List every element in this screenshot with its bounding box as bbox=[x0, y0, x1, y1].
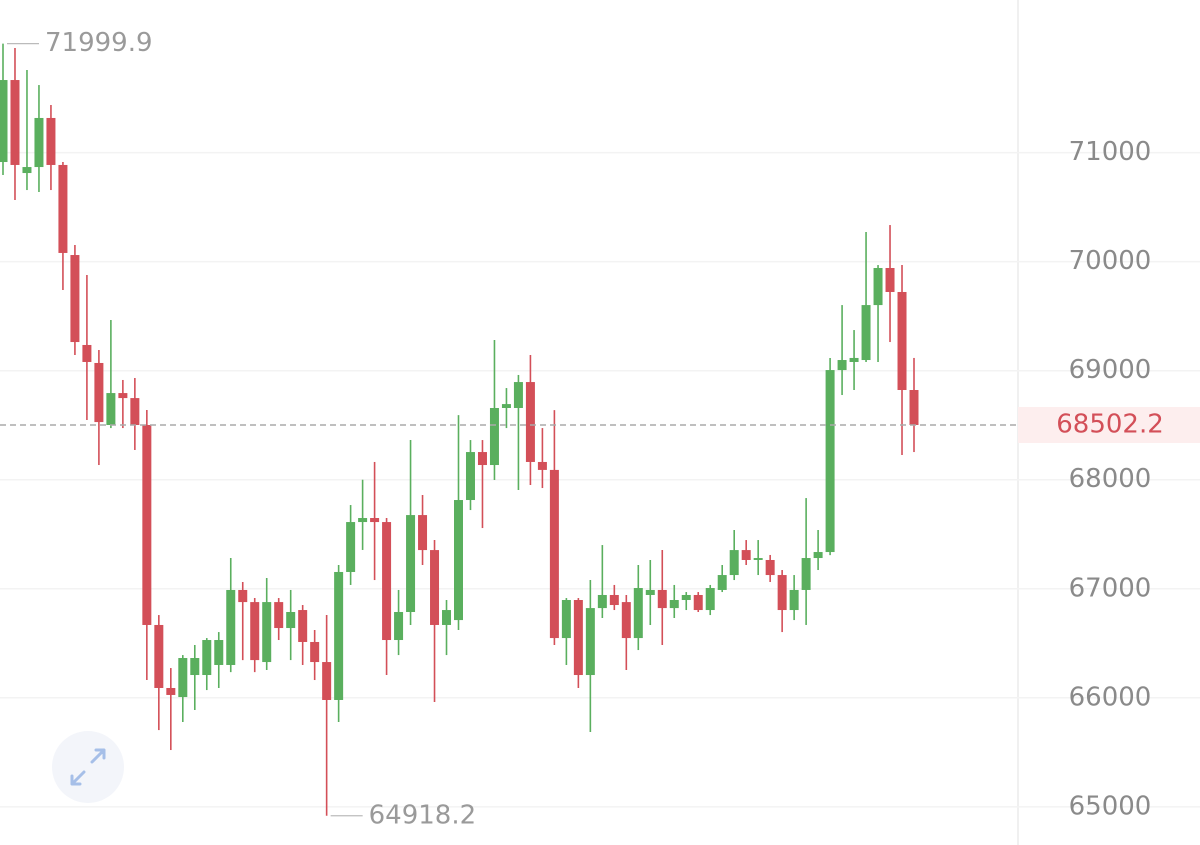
candle-body bbox=[10, 80, 20, 165]
candle-body bbox=[669, 600, 679, 609]
candle-body bbox=[178, 658, 188, 698]
candle-body bbox=[477, 452, 487, 466]
candle-body bbox=[729, 550, 739, 576]
candle-body bbox=[765, 559, 775, 576]
candle-body bbox=[825, 370, 835, 553]
candle-body bbox=[106, 393, 116, 426]
candle-body bbox=[82, 344, 92, 362]
candle-body bbox=[358, 518, 368, 523]
candle-body bbox=[286, 611, 296, 629]
candle-body bbox=[0, 80, 8, 163]
candle-body bbox=[154, 624, 164, 688]
last-price-bg bbox=[1018, 406, 1200, 443]
candle-body bbox=[406, 515, 416, 612]
candle-body bbox=[549, 469, 559, 639]
candle-body bbox=[585, 608, 595, 676]
candle-body bbox=[382, 522, 392, 641]
candle-body bbox=[525, 382, 535, 462]
candle-body bbox=[465, 452, 475, 501]
expand-icon[interactable] bbox=[70, 748, 106, 786]
candle-body bbox=[142, 425, 152, 625]
expand-button[interactable] bbox=[52, 731, 124, 803]
candle-body bbox=[633, 588, 643, 639]
candle-body bbox=[657, 589, 667, 609]
candle-body bbox=[442, 610, 452, 625]
candle-body bbox=[226, 589, 236, 665]
candle-body bbox=[753, 558, 763, 560]
candle-body bbox=[645, 589, 655, 595]
candle-body bbox=[813, 552, 823, 559]
candle-body bbox=[909, 390, 919, 425]
candle-body bbox=[274, 602, 284, 629]
candle-body bbox=[693, 594, 703, 611]
y-tick-label: 69000 bbox=[1069, 355, 1152, 385]
candle-body bbox=[513, 382, 523, 408]
candle-body bbox=[454, 500, 463, 621]
candle-body bbox=[597, 594, 607, 609]
candle-body bbox=[58, 164, 68, 253]
min-label: 64918.2 bbox=[369, 800, 477, 830]
candle-body bbox=[777, 575, 787, 611]
candle-body bbox=[609, 594, 619, 606]
candle-body bbox=[118, 393, 128, 399]
candle-body bbox=[34, 117, 44, 168]
candle-body bbox=[334, 571, 344, 700]
y-tick-label: 70000 bbox=[1069, 246, 1152, 276]
candle-body bbox=[801, 558, 811, 590]
candle-body bbox=[573, 600, 583, 676]
candle-body bbox=[94, 362, 104, 423]
candle-body bbox=[70, 255, 80, 343]
candle-body bbox=[130, 398, 140, 426]
last-price-label: 68502.2 bbox=[1056, 409, 1164, 439]
candle-body bbox=[214, 640, 224, 665]
expand-bg[interactable] bbox=[52, 731, 124, 803]
candle-body bbox=[394, 611, 404, 641]
candle-body bbox=[346, 522, 356, 572]
candle-body bbox=[501, 404, 511, 408]
candle-body bbox=[262, 602, 272, 663]
y-tick-label: 71000 bbox=[1069, 137, 1152, 167]
candle-body bbox=[370, 518, 380, 523]
max-label: 71999.9 bbox=[45, 28, 153, 58]
candle-body bbox=[190, 658, 200, 676]
candle-body bbox=[789, 589, 799, 611]
candle-body bbox=[837, 360, 847, 371]
candle-body bbox=[561, 600, 571, 639]
candle-body bbox=[885, 268, 895, 292]
candle-body bbox=[897, 291, 907, 391]
candle-body bbox=[322, 662, 332, 700]
candle-body bbox=[621, 602, 631, 639]
y-tick-label: 68000 bbox=[1069, 464, 1152, 494]
y-tick-label: 66000 bbox=[1069, 682, 1152, 712]
candle-body bbox=[873, 268, 883, 306]
candle-body bbox=[489, 407, 499, 466]
candle-body bbox=[298, 610, 308, 642]
y-tick-label: 65000 bbox=[1069, 791, 1152, 821]
candle-body bbox=[166, 687, 176, 695]
candle-body bbox=[22, 167, 32, 174]
candle-body bbox=[418, 515, 428, 551]
candle-body bbox=[250, 602, 260, 661]
candle-body bbox=[849, 357, 859, 362]
candle-body bbox=[430, 550, 440, 625]
candle-body bbox=[202, 640, 212, 676]
candle-body bbox=[861, 305, 871, 361]
candle-body bbox=[741, 550, 751, 560]
candle-body bbox=[238, 589, 248, 603]
candle-body bbox=[705, 588, 715, 611]
candle-body bbox=[310, 641, 320, 663]
candle-body bbox=[717, 575, 727, 590]
candle-body bbox=[537, 461, 547, 470]
candle-body bbox=[46, 117, 56, 165]
y-tick-label: 67000 bbox=[1069, 573, 1152, 603]
candle-body bbox=[681, 594, 691, 601]
